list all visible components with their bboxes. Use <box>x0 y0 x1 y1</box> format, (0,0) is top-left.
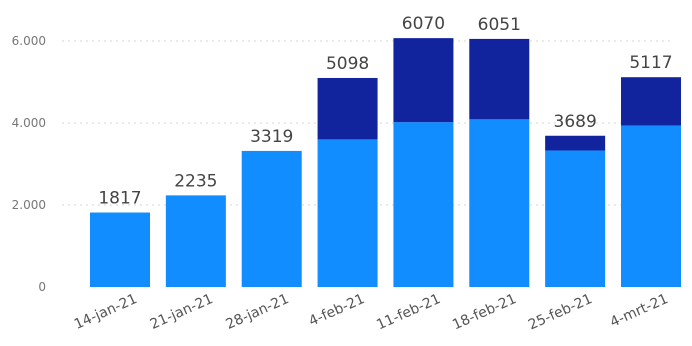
y-tick-label: 0 <box>38 280 46 294</box>
x-tick-label: 4-mrt-21 <box>608 291 671 331</box>
total-data-label: 5117 <box>629 53 672 73</box>
x-tick-label: 21-jan-21 <box>148 291 216 333</box>
y-tick-label: 4.000 <box>12 116 46 130</box>
bar-segment-top <box>469 38 530 120</box>
bar-segment-top <box>545 135 606 151</box>
total-data-label: 2235 <box>174 171 217 191</box>
x-tick-label: 4-feb-21 <box>307 291 368 330</box>
bar-segment-top <box>620 77 681 126</box>
bar-segment-base <box>90 212 150 287</box>
x-tick-label: 28-jan-21 <box>224 291 292 333</box>
bar-segment-base <box>469 119 530 287</box>
bar-segment-base <box>165 195 226 287</box>
bar-segment-base <box>241 150 302 287</box>
bar-segment-base <box>545 150 606 287</box>
x-tick-label: 25-feb-21 <box>526 291 595 333</box>
total-data-label: 3689 <box>554 112 597 132</box>
total-data-label: 3319 <box>250 127 293 147</box>
total-data-label: 6070 <box>402 14 445 34</box>
bars <box>90 38 681 288</box>
total-data-label: 6051 <box>478 15 521 35</box>
total-data-label: 5098 <box>326 54 369 74</box>
y-axis-ticks: 0 2.000 4.000 6.000 <box>12 34 46 294</box>
bar-segment-base <box>393 122 454 288</box>
x-tick-label: 14-jan-21 <box>72 291 140 333</box>
bar-segment-base <box>317 139 378 287</box>
x-tick-label: 18-feb-21 <box>450 291 519 333</box>
bar-segment-top <box>393 38 454 123</box>
x-axis-ticks: 14-jan-21 21-jan-21 28-jan-21 4-feb-21 11-fe… <box>72 291 671 333</box>
total-data-label: 1817 <box>98 189 141 209</box>
y-tick-label: 2.000 <box>12 198 46 212</box>
bar-segment-base <box>620 125 681 288</box>
bar-segment-top <box>317 77 378 140</box>
x-tick-label: 11-feb-21 <box>374 291 443 333</box>
data-labels: 1817 2235 3319 5098 6070 6051 3689 5117 <box>98 14 672 208</box>
y-tick-label: 6.000 <box>12 34 46 48</box>
